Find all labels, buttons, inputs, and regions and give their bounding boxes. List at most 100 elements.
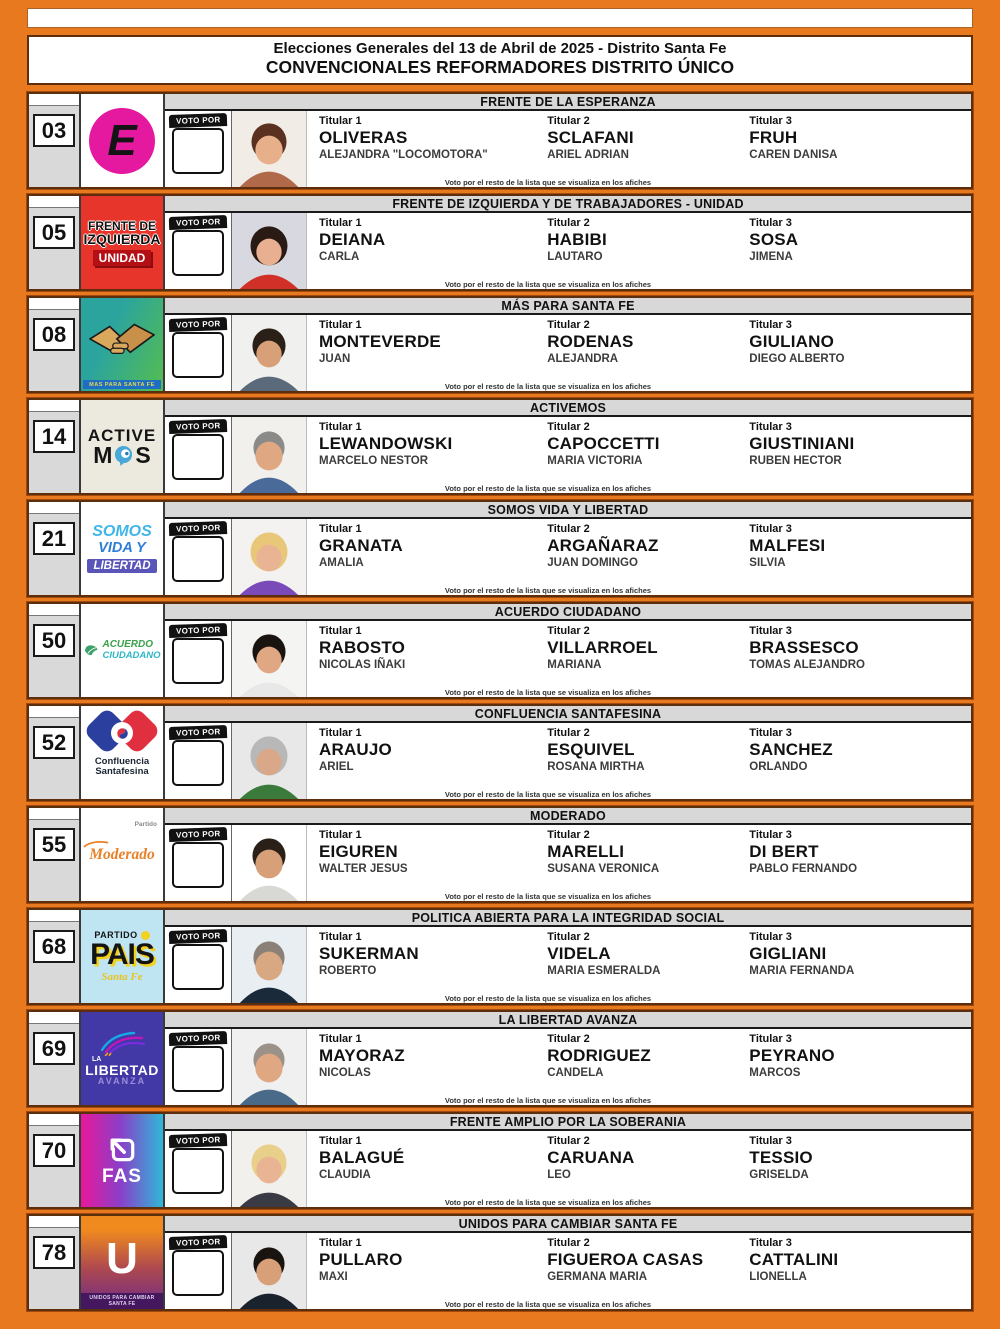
list-number-column: 05: [29, 196, 81, 289]
titular-label: Titular 2: [547, 829, 590, 841]
voto-por-label: VOTO POR: [168, 214, 228, 231]
candidate-photo: [231, 621, 307, 697]
titular-2-cell: Titular 2 FIGUEROA CASAS GERMANA MARIA: [547, 1237, 749, 1309]
list-number-column: 68: [29, 910, 81, 1003]
titular-label: Titular 2: [547, 217, 590, 229]
candidate-surname: RODRIGUEZ: [547, 1046, 651, 1065]
list-number: 03: [33, 114, 75, 147]
titular-label: Titular 3: [749, 1033, 792, 1045]
vote-checkbox[interactable]: [172, 230, 224, 276]
candidate-surname: HABIBI: [547, 230, 607, 249]
candidate-given-name: ARIEL ADRIAN: [547, 148, 629, 161]
titular-2-cell: Titular 2 RODRIGUEZ CANDELA: [547, 1033, 749, 1105]
vote-checkbox[interactable]: [172, 842, 224, 888]
party-logo-partido-pais: PARTIDO PAIS Santa Fe: [81, 910, 165, 1003]
fine-print: Voto por el resto de la lista que se vis…: [444, 994, 652, 1003]
candidate-surname: MAYORAZ: [319, 1046, 405, 1065]
vote-checkbox[interactable]: [172, 128, 224, 174]
titular-2-cell: Titular 2 RODENAS ALEJANDRA: [547, 319, 749, 391]
candidate-surname: SCLAFANI: [547, 128, 634, 147]
titular-1-cell: Titular 1 OLIVERAS ALEJANDRA "LOCOMOTORA": [319, 115, 547, 187]
titular-2-cell: Titular 2 CAPOCCETTI MARIA VICTORIA: [547, 421, 749, 493]
candidate-given-name: SILVIA: [749, 556, 786, 569]
titular-label: Titular 1: [319, 1237, 362, 1249]
titular-2-cell: Titular 2 VILLARROEL MARIANA: [547, 625, 749, 697]
sun-icon: [140, 930, 150, 940]
titular-label: Titular 3: [749, 1237, 792, 1249]
titular-1-cell: Titular 1 SUKERMAN ROBERTO: [319, 931, 547, 1003]
titular-label: Titular 1: [319, 523, 362, 535]
vote-checkbox[interactable]: [172, 740, 224, 786]
party-row-08: 08 MAS PARA SANTA FE MÁS PARA SANTA FE V…: [26, 295, 974, 394]
candidate-given-name: LAUTARO: [547, 250, 603, 263]
confluencia-emblem-icon: [82, 706, 162, 757]
list-number: 05: [33, 216, 75, 249]
vote-checkbox[interactable]: [172, 1148, 224, 1194]
candidate-given-name: WALTER JESUS: [319, 862, 408, 875]
voto-por-label: VOTO POR: [168, 316, 228, 333]
vote-checkbox[interactable]: [172, 1250, 224, 1296]
leaf-map-icon: [85, 645, 99, 656]
fine-print: Voto por el resto de la lista que se vis…: [444, 688, 652, 697]
candidate-given-name: MAXI: [319, 1270, 348, 1283]
party-row-68: 68 PARTIDO PAIS Santa Fe POLITICA ABIERT…: [26, 907, 974, 1006]
titular-label: Titular 3: [749, 217, 792, 229]
vote-checkbox[interactable]: [172, 1046, 224, 1092]
party-logo-acuerdo-ciudadano: ACUERDO CIUDADANO: [81, 604, 165, 697]
candidate-given-name: MARCELO NESTOR: [319, 454, 429, 467]
titular-1-cell: Titular 1 GRANATA AMALIA: [319, 523, 547, 595]
party-name-band: FRENTE DE IZQUIERDA Y DE TRABAJADORES - …: [165, 196, 971, 213]
vote-checkbox[interactable]: [172, 434, 224, 480]
candidate-surname: MONTEVERDE: [319, 332, 441, 351]
titular-3-cell: Titular 3 GIULIANO DIEGO ALBERTO: [749, 319, 971, 391]
candidate-photo: [231, 315, 307, 391]
candidate-given-name: NICOLAS IÑAKI: [319, 658, 406, 671]
titular-1-cell: Titular 1 RABOSTO NICOLAS IÑAKI: [319, 625, 547, 697]
fine-print: Voto por el resto de la lista que se vis…: [444, 1096, 652, 1105]
candidate-surname: OLIVERAS: [319, 128, 408, 147]
candidate-surname: ARAUJO: [319, 740, 392, 759]
candidate-given-name: MARCOS: [749, 1066, 801, 1079]
candidate-given-name: JUAN DOMINGO: [547, 556, 638, 569]
voto-por-label: VOTO POR: [168, 724, 228, 741]
party-logo-activemos: ACTIVE M S: [81, 400, 165, 493]
candidate-surname: DEIANA: [319, 230, 386, 249]
candidate-surname: FRUH: [749, 128, 798, 147]
candidate-surname: SANCHEZ: [749, 740, 833, 759]
speech-bubble-icon: [115, 445, 133, 466]
vote-checkbox[interactable]: [172, 536, 224, 582]
titular-label: Titular 3: [749, 931, 792, 943]
party-name-band: ACTIVEMOS: [165, 400, 971, 417]
list-number: 78: [33, 1236, 75, 1269]
vote-checkbox[interactable]: [172, 944, 224, 990]
candidate-surname: ESQUIVEL: [547, 740, 635, 759]
titular-label: Titular 3: [749, 523, 792, 535]
party-name-band: ACUERDO CIUDADANO: [165, 604, 971, 621]
titular-3-cell: Titular 3 GIUSTINIANI RUBEN HECTOR: [749, 421, 971, 493]
candidate-photo: [231, 825, 307, 901]
titular-2-cell: Titular 2 ARGAÑARAZ JUAN DOMINGO: [547, 523, 749, 595]
election-subtitle: CONVENCIONALES REFORMADORES DISTRITO ÚNI…: [265, 57, 735, 77]
party-row-14: 14 ACTIVE M S ACTIVEMOS VOTO POR Titular…: [26, 397, 974, 496]
party-row-55: 55 Partido Moderado MODERADO VOTO POR Ti…: [26, 805, 974, 904]
list-number-column: 52: [29, 706, 81, 799]
titular-3-cell: Titular 3 CATTALINI LIONELLA: [749, 1237, 971, 1309]
titular-1-cell: Titular 1 ARAUJO ARIEL: [319, 727, 547, 799]
party-row-78: 78 U UNIDOS PARA CAMBIAR SANTA FE UNIDOS…: [26, 1213, 974, 1312]
titular-label: Titular 3: [749, 625, 792, 637]
titular-label: Titular 1: [319, 931, 362, 943]
candidate-surname: TESSIO: [749, 1148, 813, 1167]
party-row-50: 50 ACUERDO CIUDADANO ACUERDO CIUDADANO V…: [26, 601, 974, 700]
vote-checkbox[interactable]: [172, 638, 224, 684]
party-logo-frente-esperanza: E: [81, 94, 165, 187]
candidate-given-name: ARIEL: [319, 760, 354, 773]
titular-label: Titular 2: [547, 625, 590, 637]
vote-checkbox[interactable]: [172, 332, 224, 378]
party-logo-confluencia: Confluencia Santafesina: [81, 706, 165, 799]
candidate-surname: PULLARO: [319, 1250, 403, 1269]
voto-por-label: VOTO POR: [168, 928, 228, 945]
candidate-surname: BRASSESCO: [749, 638, 859, 657]
titular-label: Titular 1: [319, 319, 362, 331]
candidate-given-name: MARIA FERNANDA: [749, 964, 855, 977]
titular-label: Titular 1: [319, 421, 362, 433]
